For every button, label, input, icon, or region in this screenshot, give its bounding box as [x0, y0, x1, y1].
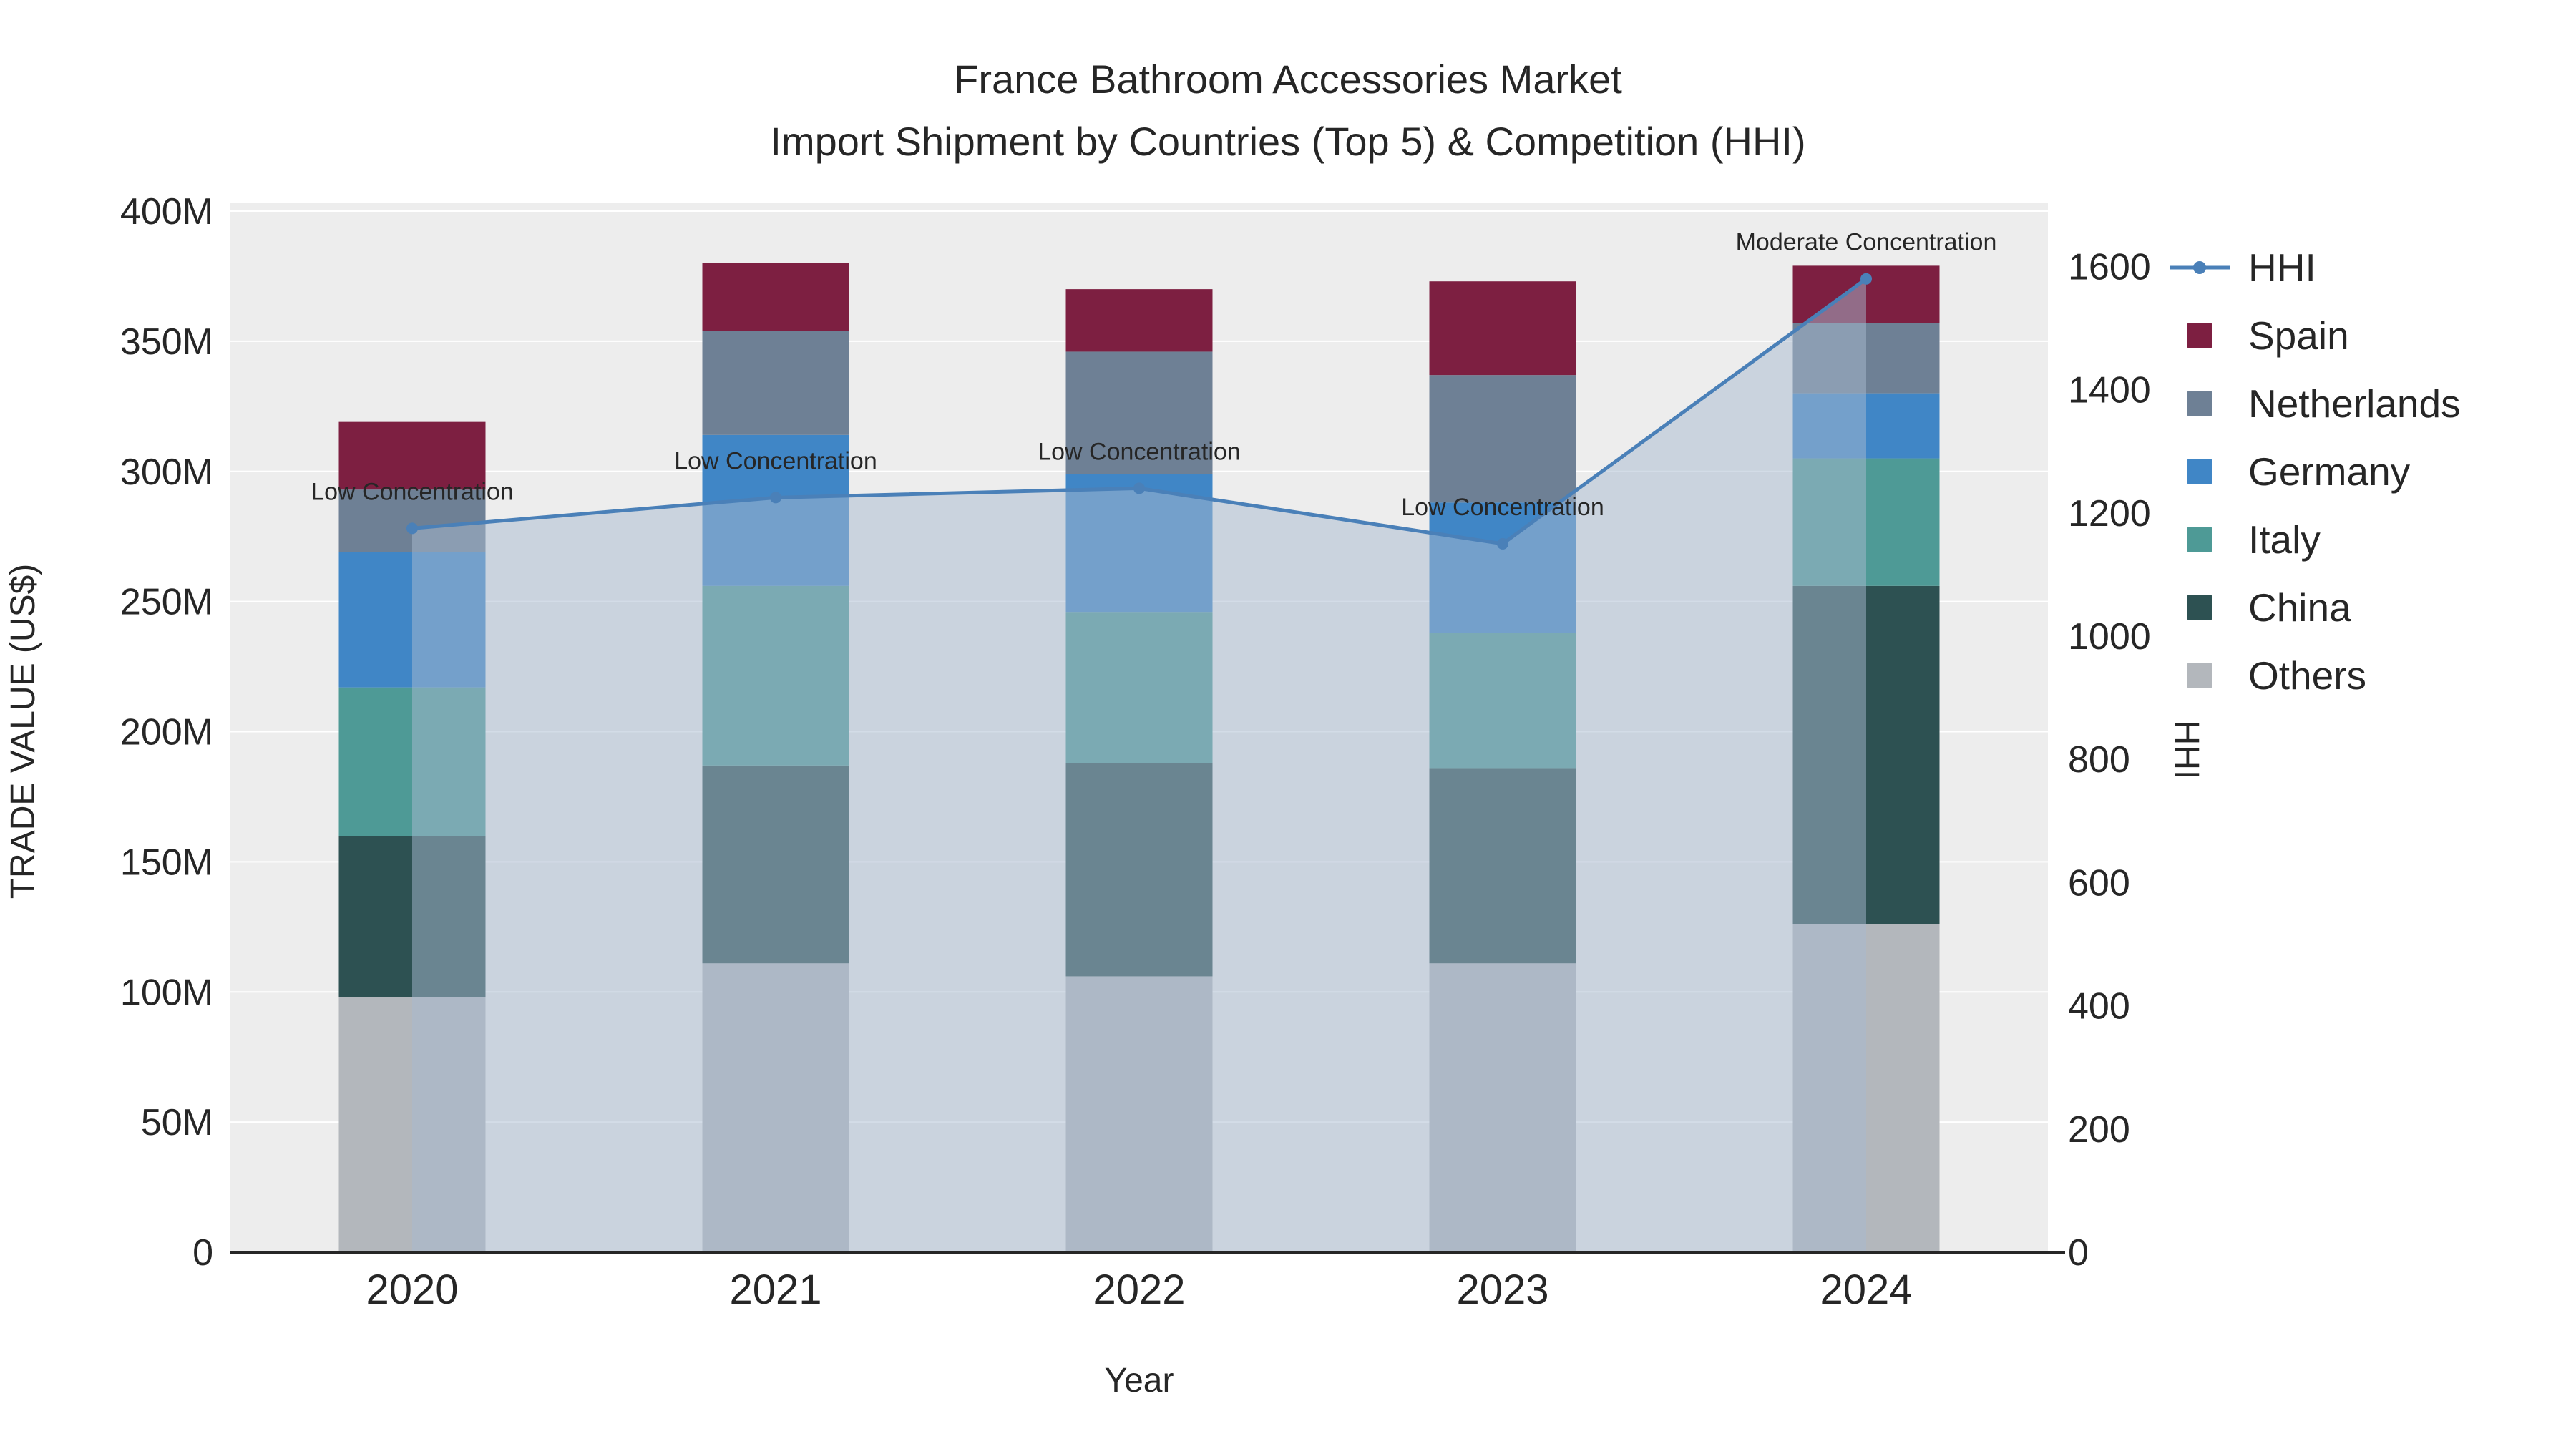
hhi-marker-2022 [1133, 482, 1145, 494]
annotation-2021: Low Concentration [674, 447, 877, 474]
x-tick-label-2024: 2024 [1820, 1267, 1912, 1313]
legend-swatch-icon [2168, 390, 2231, 416]
y-right-tick-label: 0 [2068, 1232, 2089, 1274]
legend-color-swatch [2187, 594, 2212, 620]
legend-item-netherlands[interactable]: Netherlands [2168, 369, 2461, 437]
bar-segment-netherlands-2021 [702, 331, 849, 435]
bar-segment-netherlands-2023 [1429, 375, 1576, 503]
x-tick-label-2022: 2022 [1093, 1267, 1185, 1313]
y-left-tick-label: 300M [120, 452, 213, 493]
legend-color-swatch [2187, 458, 2212, 484]
legend-swatch-icon [2168, 662, 2231, 688]
y-left-tick-label: 100M [120, 972, 213, 1013]
legend-swatch-icon [2168, 526, 2231, 552]
legend-label: Spain [2248, 313, 2349, 358]
bar-segment-netherlands-2022 [1065, 351, 1213, 474]
x-tick-label-2023: 2023 [1456, 1267, 1548, 1313]
legend-color-swatch [2187, 662, 2212, 688]
chart-title-line1: France Bathroom Accessories Market [954, 57, 1622, 102]
legend-item-italy[interactable]: Italy [2168, 505, 2461, 573]
hhi-marker-2020 [406, 522, 418, 535]
y-left-tick-label: 150M [120, 841, 213, 883]
y-left-tick-label: 0 [192, 1232, 213, 1274]
legend-item-spain[interactable]: Spain [2168, 301, 2461, 369]
legend-swatch-icon [2168, 594, 2231, 620]
y-right-tick-label: 200 [2068, 1109, 2130, 1151]
legend-label: Germany [2248, 449, 2411, 494]
legend-label: HHI [2248, 245, 2316, 290]
legend-item-germany[interactable]: Germany [2168, 437, 2461, 505]
hhi-marker-2023 [1497, 537, 1508, 550]
legend-line-icon [2168, 257, 2231, 278]
hhi-marker-2024 [1860, 273, 1872, 285]
y-axis-title-left: TRADE VALUE (US$) [4, 564, 42, 899]
x-axis-title: Year [1105, 1362, 1174, 1400]
y-right-tick-label: 1200 [2068, 493, 2151, 535]
legend-item-others[interactable]: Others [2168, 641, 2461, 709]
chart-title: France Bathroom Accessories Market Impor… [0, 49, 2576, 173]
y-right-tick-label: 1600 [2068, 246, 2151, 288]
legend-item-hhi[interactable]: HHI [2168, 233, 2461, 301]
annotation-2022: Low Concentration [1038, 438, 1241, 465]
legend-color-swatch [2187, 322, 2212, 348]
y-left-tick-label: 400M [120, 191, 213, 233]
legend-color-swatch [2187, 390, 2212, 416]
y-left-tick-label: 250M [120, 582, 213, 623]
hhi-area-fill [412, 278, 1866, 1253]
legend-label: Others [2248, 653, 2367, 698]
legend-label: Italy [2248, 517, 2321, 562]
legend-item-china[interactable]: China [2168, 573, 2461, 641]
y-left-tick-label: 50M [141, 1102, 213, 1143]
bar-segment-spain-2020 [338, 421, 486, 490]
y-axis-title-right: HHI [2167, 721, 2205, 780]
legend: HHI Spain Netherlands Germany Italy China Othe… [2168, 233, 2461, 709]
bar-segment-spain-2023 [1429, 281, 1576, 376]
legend-swatch-icon [2168, 322, 2231, 348]
y-right-tick-label: 400 [2068, 986, 2130, 1028]
legend-swatch-icon [2168, 458, 2231, 484]
annotation-2023: Low Concentration [1401, 494, 1604, 521]
y-right-tick-label: 800 [2068, 739, 2130, 781]
x-tick-label-2020: 2020 [366, 1267, 458, 1313]
y-left-tick-label: 200M [120, 712, 213, 753]
annotation-2020: Low Concentration [311, 478, 514, 505]
legend-label: China [2248, 585, 2351, 630]
chart-title-line2: Import Shipment by Countries (Top 5) & C… [770, 118, 1806, 164]
x-tick-label-2021: 2021 [729, 1267, 821, 1313]
bar-segment-spain-2021 [702, 263, 849, 331]
hhi-marker-2021 [770, 492, 781, 504]
legend-color-swatch [2187, 526, 2212, 552]
y-right-tick-label: 1000 [2068, 616, 2151, 658]
annotation-2024: Moderate Concentration [1736, 229, 1997, 256]
bar-segment-spain-2022 [1065, 289, 1213, 352]
y-left-tick-label: 350M [120, 321, 213, 363]
y-right-tick-label: 600 [2068, 862, 2130, 904]
y-right-tick-label: 1400 [2068, 370, 2151, 411]
legend-label: Netherlands [2248, 381, 2461, 426]
